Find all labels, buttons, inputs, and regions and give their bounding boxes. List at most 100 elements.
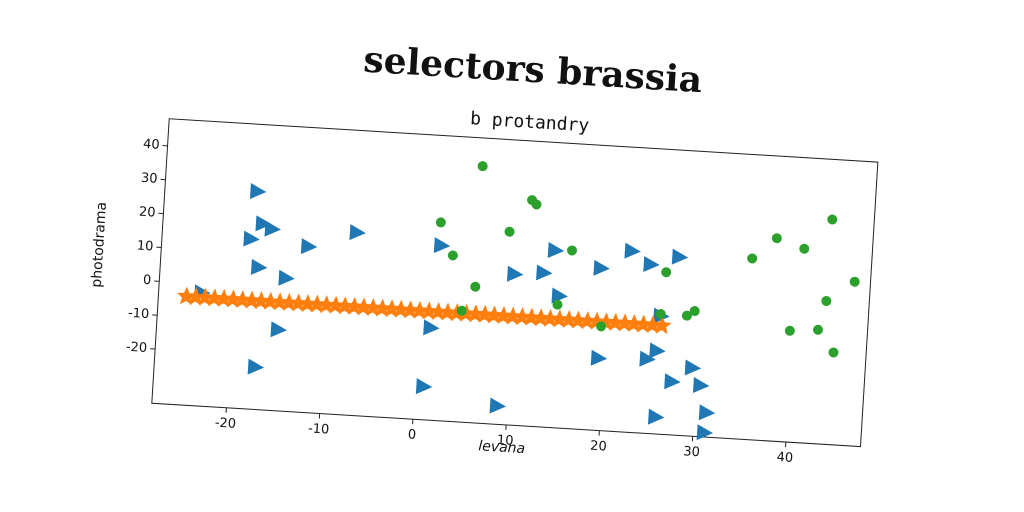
y-tick-label: -20 [125,340,147,356]
circle-marker [849,276,860,287]
x-tick-label: 20 [590,439,607,455]
x-tick-label: 40 [776,450,793,466]
triangle-marker [547,242,565,259]
star-marker [214,288,234,308]
circle-marker [813,324,824,335]
x-tick-label: -10 [308,421,330,437]
triangle-marker [264,220,281,237]
star-marker [587,311,607,331]
star-marker [382,299,402,318]
triangle-marker [300,238,318,255]
star-marker [428,301,448,321]
triangle-marker [415,378,433,395]
chart-title: selectors brassia [362,39,703,102]
triangle-marker [692,377,710,394]
star-marker [242,290,262,309]
y-tick-label: 0 [143,273,152,288]
triangle-marker [506,265,524,282]
triangle-marker [664,373,681,390]
triangle-marker [639,350,656,367]
star-marker [316,295,336,314]
triangle-marker [423,319,440,336]
star-marker [652,315,672,335]
triangle-marker [643,256,660,273]
x-tick-label: -20 [214,416,236,432]
y-axis-label: photodrama [89,201,110,288]
star-marker [512,307,532,326]
star-marker [615,313,635,332]
star-marker [484,305,504,324]
circle-marker [799,243,810,254]
y-tick-label: 30 [141,171,158,187]
circle-marker [821,296,832,307]
triangle-marker [593,259,610,276]
star-marker [634,314,653,333]
triangle-marker [433,237,451,254]
x-tick-label: 30 [683,444,700,460]
triangle-marker [698,404,716,421]
y-tick-label: 20 [138,205,155,221]
star-marker [288,293,308,312]
star-marker [391,299,411,319]
triangle-marker [647,408,665,425]
circle-marker [661,267,672,278]
star-marker [494,305,514,325]
triangle-marker [590,349,608,366]
circle-marker [784,325,795,336]
star-marker [503,306,523,325]
circle-marker [531,199,542,210]
triangle-marker [684,359,702,376]
star-marker [354,297,374,316]
star-marker [279,292,299,312]
triangle-marker [489,397,506,414]
star-marker [186,287,206,306]
star-marker [531,308,551,327]
star-marker [205,288,225,307]
triangle-marker [671,248,689,265]
circle-marker [567,245,578,256]
triangle-marker [250,258,268,275]
star-marker [298,293,318,313]
circle-marker [681,310,692,321]
triangle-marker [696,424,714,441]
circle-marker [456,305,467,316]
triangle-marker [255,215,272,232]
star-marker [568,310,588,329]
star-marker [456,303,476,323]
star-marker [522,307,542,327]
circle-marker [596,321,607,332]
star-marker [177,286,197,305]
star-marker [438,302,458,321]
star-marker [559,309,579,329]
star-marker [624,313,644,333]
star-marker [643,315,663,334]
x-tick-label: 0 [407,427,416,442]
star-marker [261,291,280,311]
circle-marker [470,281,481,292]
star-marker [550,309,570,328]
circle-marker [827,214,838,225]
triangle-marker [278,269,295,286]
star-marker [475,304,495,324]
star-marker [410,300,430,320]
star-marker [466,304,486,323]
plot-area [151,118,879,448]
star-marker [578,311,598,330]
y-tick-label: 40 [143,137,160,153]
triangle-marker [270,321,287,338]
star-marker [372,298,392,317]
circle-marker [771,233,782,244]
triangle-marker [247,358,265,375]
star-marker [335,296,355,315]
star-marker [270,292,290,311]
y-tick-label: -10 [128,306,150,322]
circle-marker [828,347,839,358]
triangle-marker [243,230,260,247]
circle-marker [447,250,458,261]
triangle-marker [536,264,553,281]
figure: selectors brassia b protandry levana pho… [89,39,879,466]
star-marker [400,300,420,319]
star-marker [363,297,383,317]
star-marker [195,287,215,307]
